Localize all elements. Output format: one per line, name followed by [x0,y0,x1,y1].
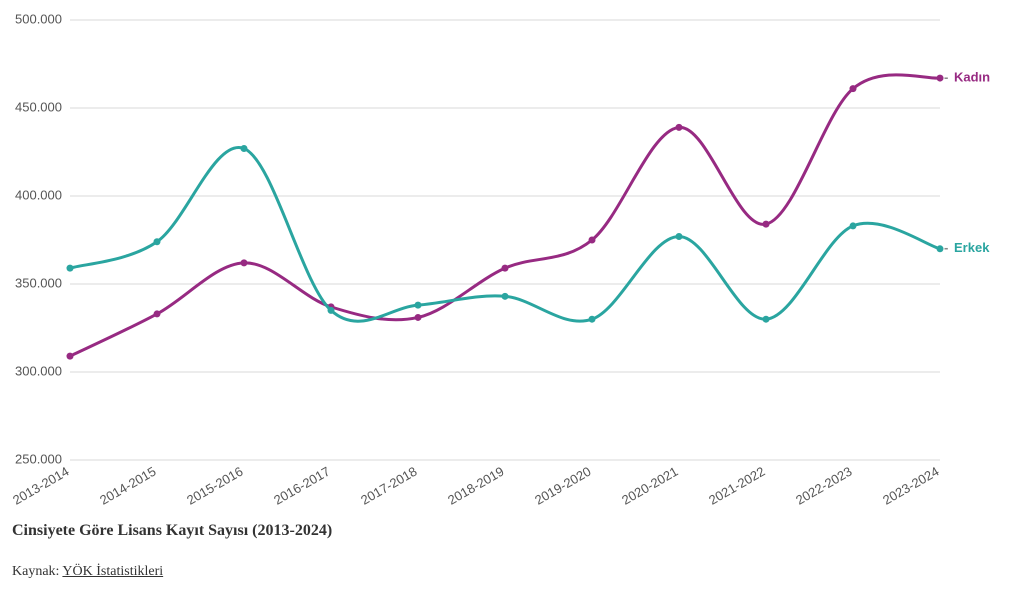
x-axis-label: 2018-2019 [445,464,506,508]
series-end-dash: - [944,70,948,85]
x-axis-label: 2020-2021 [619,464,680,508]
svg-text:300.000: 300.000 [15,363,62,378]
data-point [937,245,944,252]
data-point [589,316,596,323]
data-point [415,314,422,321]
chart-stage: 250.000 300.000 350.000 400.000 450.000 500.0… [10,10,1010,520]
x-axis-label: 2021-2022 [706,464,767,508]
chart-container: 250.000 300.000 350.000 400.000 450.000 500.0… [0,0,1020,594]
source-prefix: Kaynak: [12,564,62,579]
x-axis-label: 2013-2014 [10,464,71,508]
data-point [241,145,248,152]
data-point [589,237,596,244]
x-axis-label: 2014-2015 [97,464,158,508]
x-axis-label: 2023-2024 [880,464,941,508]
svg-text:450.000: 450.000 [15,99,62,114]
series-end-label-erkek: Erkek [954,240,990,255]
x-axis-label: 2019-2020 [532,464,593,508]
data-point [763,316,770,323]
data-point [415,302,422,309]
data-point [67,353,74,360]
series-end-label-kadin: Kadın [954,70,990,85]
chart-source: Kaynak: YÖK İstatistikleri [12,564,1010,580]
x-axis-label: 2022-2023 [793,464,854,508]
svg-text:350.000: 350.000 [15,275,62,290]
x-axis-label: 2016-2017 [271,464,332,508]
data-point [67,265,74,272]
svg-text:400.000: 400.000 [15,187,62,202]
chart-footer: Cinsiyete Göre Lisans Kayıt Sayısı (2013… [12,522,1010,580]
data-point [241,259,248,266]
data-point [676,233,683,240]
svg-text:500.000: 500.000 [15,11,62,26]
chart-title: Cinsiyete Göre Lisans Kayıt Sayısı (2013… [12,522,1010,540]
data-point [154,238,161,245]
data-point [328,307,335,314]
data-point [502,293,509,300]
data-point [154,310,161,317]
svg-text:250.000: 250.000 [15,451,62,466]
line-chart: 250.000 300.000 350.000 400.000 450.000 500.0… [10,10,1010,520]
data-point [763,221,770,228]
data-point [850,222,857,229]
x-axis-label: 2017-2018 [358,464,419,508]
x-axis-label: 2015-2016 [184,464,245,508]
series-line-kadin [70,75,940,356]
series-end-dash: - [944,240,948,255]
data-point [850,85,857,92]
data-point [502,265,509,272]
data-point [676,124,683,131]
source-link[interactable]: YÖK İstatistikleri [62,564,163,579]
data-point [937,75,944,82]
